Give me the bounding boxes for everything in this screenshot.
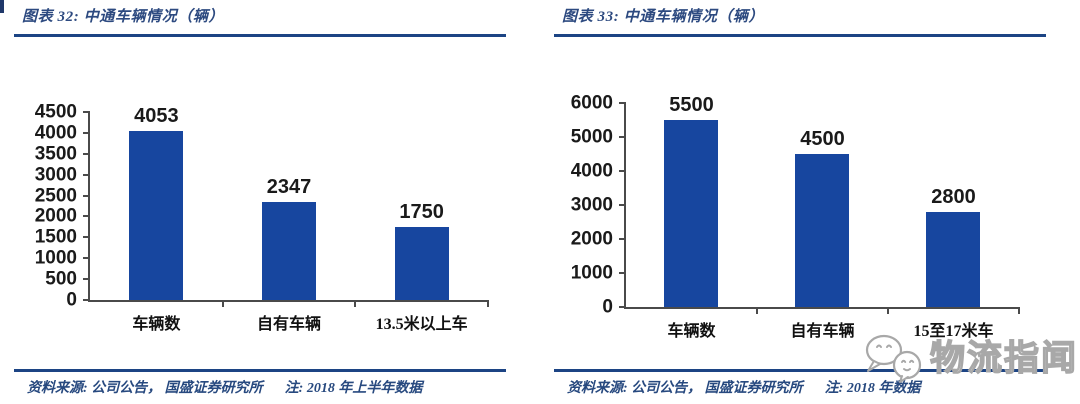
y-axis-tick-label: 2500 <box>34 185 77 207</box>
y-axis-tick-mark <box>83 257 90 260</box>
scan-edge-artifact <box>0 0 4 13</box>
x-axis-tick-mark <box>354 300 357 307</box>
y-axis-tick-mark <box>619 170 626 173</box>
y-axis-tick-label: 3000 <box>34 164 77 186</box>
bar-chart-figure-33: 0 1000 2000 3000 4000 5000 6000 5500 车辆数 4500 自有车辆… <box>571 94 1020 340</box>
y-axis-tick-label: 2000 <box>34 205 77 227</box>
y-axis-tick-label: 500 <box>45 268 77 290</box>
y-axis-tick-label: 2000 <box>570 228 613 250</box>
y-axis-tick-mark <box>619 102 626 104</box>
y-axis-tick-mark <box>83 278 90 281</box>
footer-rule <box>14 369 506 372</box>
y-axis-tick-label: 0 <box>602 296 613 318</box>
bar: 5500 <box>664 95 719 307</box>
x-axis-tick-mark <box>487 300 489 307</box>
x-axis-tick-mark <box>886 307 889 314</box>
y-axis-tick-label: 6000 <box>570 92 613 114</box>
x-axis-tick-mark <box>1018 307 1020 314</box>
y-axis-tick-mark <box>83 173 90 176</box>
watermark-logo: 物流指闻 <box>862 331 1078 385</box>
y-axis-tick-label: 1000 <box>570 262 613 284</box>
x-axis-category-label: 13.5米以上车 <box>375 316 468 333</box>
data-label: 4053 <box>134 104 179 127</box>
y-axis-tick-label: 5000 <box>570 126 613 148</box>
bar: 2347 <box>261 177 316 300</box>
source-text: 资料来源: 公司公告， 国盛证券研究所 <box>567 381 803 396</box>
data-label: 2347 <box>266 175 312 198</box>
y-axis-tick-mark <box>83 194 90 197</box>
y-axis-tick-mark <box>619 306 626 308</box>
y-axis-tick-mark <box>619 272 626 275</box>
data-label: 1750 <box>399 200 444 223</box>
note-text: 注: 2018 年数据 <box>824 381 921 396</box>
bar-chart-figure-32: 0 500 1000 1500 2000 2500 3000 3500 4000 4500 4053… <box>35 103 489 333</box>
y-axis-tick-mark <box>83 152 90 155</box>
figure-33-panel: 图表 33: 中通车辆情况（辆） 0 1000 2000 3000 4000 5000 60… <box>540 0 1080 404</box>
x-axis-category-label: 自有车辆 <box>790 323 855 340</box>
category-cell: 2800 15至17米车 <box>888 103 1019 340</box>
title-rule <box>14 34 506 37</box>
bar: 1750 <box>394 202 449 300</box>
figure-32-panel: 图表 32: 中通车辆情况（辆） 0 500 1000 1500 2000 2500 300… <box>14 9 506 397</box>
x-axis-category-label: 自有车辆 <box>256 316 321 333</box>
bar: 4500 <box>795 129 850 307</box>
source-note: 资料来源: 公司公告， 国盛证券研究所 注: 2018 年数据 <box>567 377 920 397</box>
y-axis-tick-label: 4000 <box>34 122 77 144</box>
y-axis-tick-mark <box>83 299 90 301</box>
x-axis-category-label: 15至17米车 <box>913 323 994 340</box>
note-text: 注: 2018 年上半年数据 <box>284 381 423 396</box>
chat-bubbles-icon <box>865 334 922 383</box>
bar: 2800 <box>926 187 981 307</box>
footer-rule <box>554 369 1046 372</box>
source-note: 资料来源: 公司公告， 国盛证券研究所 注: 2018 年上半年数据 <box>27 377 422 397</box>
y-axis-tick-mark <box>83 111 90 113</box>
y-axis-tick-label: 3500 <box>34 143 77 165</box>
data-label: 2800 <box>931 185 976 208</box>
data-label: 5500 <box>669 94 714 116</box>
y-axis-tick-label: 4000 <box>570 160 613 182</box>
x-axis-category-label: 车辆数 <box>132 316 181 333</box>
y-axis-tick-label: 4500 <box>34 101 77 123</box>
figure-title: 图表 33: 中通车辆情况（辆） <box>562 9 765 25</box>
y-axis-tick-mark <box>619 238 626 241</box>
x-axis-category-label: 车辆数 <box>667 323 716 340</box>
watermark-text: 物流指闻 <box>929 338 1078 378</box>
category-cell: 4500 自有车辆 <box>757 103 888 340</box>
y-axis-tick-label: 0 <box>66 289 77 311</box>
y-axis-tick-label: 3000 <box>570 194 613 216</box>
x-axis-tick-mark <box>755 307 758 314</box>
source-text: 资料来源: 公司公告， 国盛证券研究所 <box>27 381 263 396</box>
y-axis-tick-mark <box>619 136 626 138</box>
category-cell: 5500 车辆数 <box>626 95 757 340</box>
y-axis-tick-label: 1500 <box>34 226 77 248</box>
title-rule <box>554 34 1046 37</box>
y-axis-tick-label: 1000 <box>34 247 77 269</box>
bar: 4053 <box>129 106 184 300</box>
category-cell: 4053 车辆数 <box>90 106 223 333</box>
y-axis-tick-mark <box>619 204 626 206</box>
y-axis-tick-mark <box>83 215 90 218</box>
category-cell: 2347 自有车辆 <box>223 112 356 333</box>
y-axis-tick-mark <box>83 131 90 134</box>
figure-title: 图表 32: 中通车辆情况（辆） <box>22 9 225 25</box>
category-cell: 1750 13.5米以上车 <box>355 112 488 333</box>
x-axis-tick-mark <box>221 300 224 307</box>
data-label: 4500 <box>800 128 845 150</box>
y-axis-tick-mark <box>83 236 90 239</box>
